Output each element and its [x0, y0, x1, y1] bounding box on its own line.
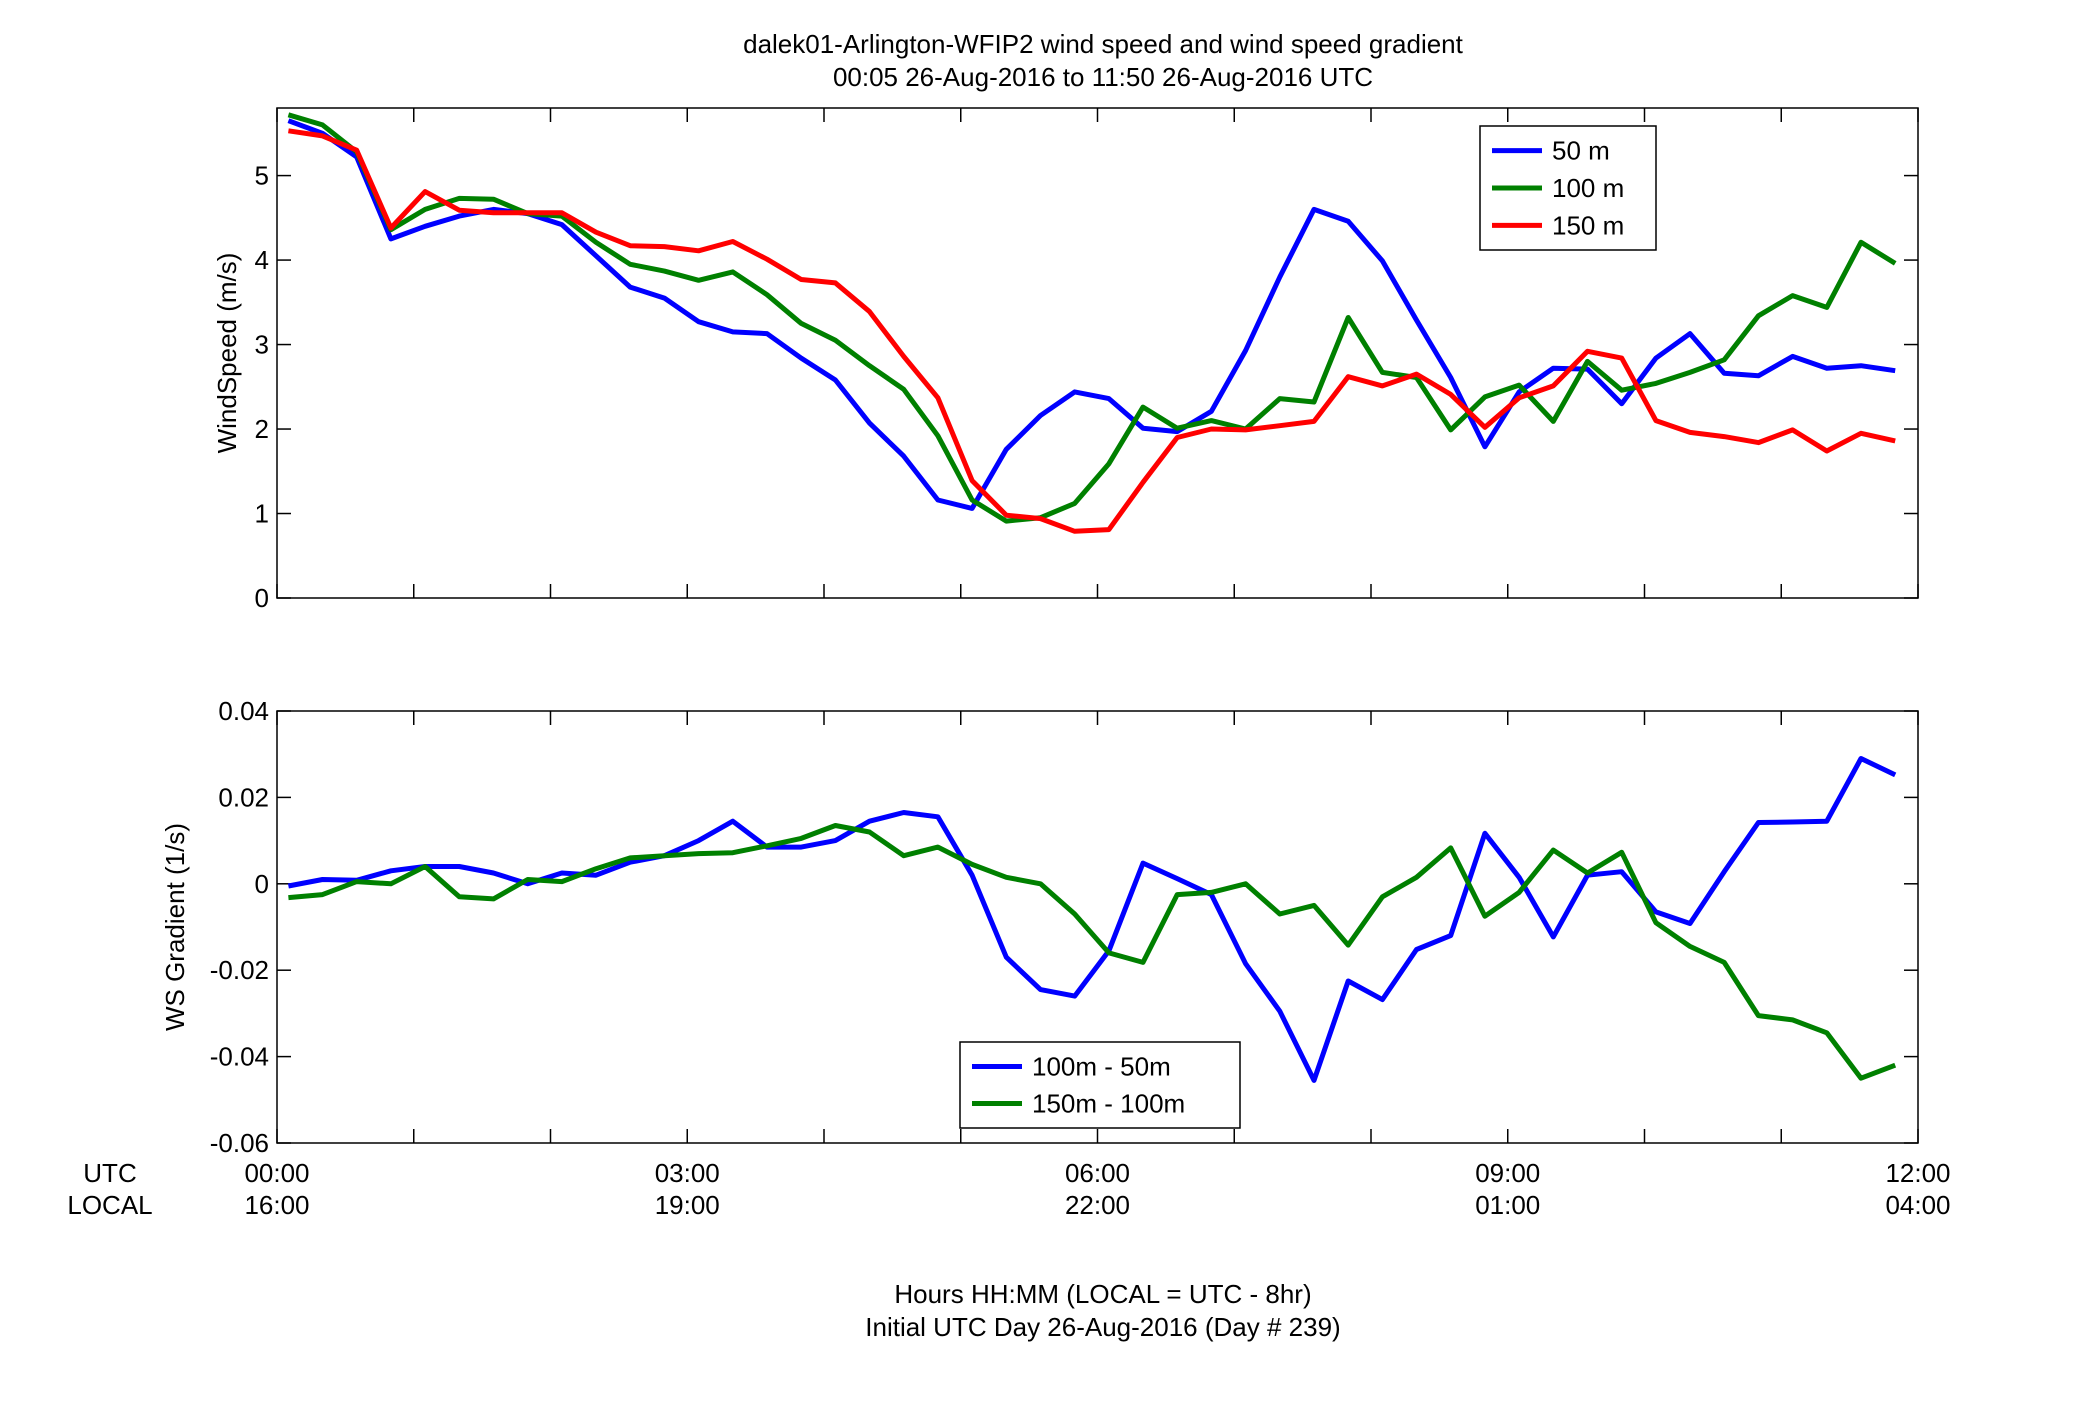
chart-title-line1: dalek01-Arlington-WFIP2 wind speed and w… [743, 29, 1464, 59]
x-tick-label-utc: 06:00 [1065, 1158, 1130, 1188]
y-tick-label: 1 [255, 499, 269, 529]
chart-title-line2: 00:05 26-Aug-2016 to 11:50 26-Aug-2016 U… [833, 62, 1373, 92]
y-tick-label: 3 [255, 330, 269, 360]
legend: 50 m 100 m 150 m [1479, 125, 1657, 251]
series-line-50-m [287, 118, 1896, 511]
utc-row-label: UTC [83, 1158, 136, 1188]
x-tick-label-local: 04:00 [1885, 1190, 1950, 1220]
windspeed-panel: 0 1 2 3 4 5 WindSpeed (m/s) 50 m 100 m 150 m [212, 107, 1919, 613]
y-tick-label: -0.02 [210, 955, 269, 985]
y-tick-label: -0.04 [210, 1042, 269, 1072]
x-tick-label-utc: 03:00 [655, 1158, 720, 1188]
series-line-100-m [287, 112, 1897, 524]
y-tick-label: 0.02 [218, 782, 269, 812]
y-tick-label: 0.04 [218, 696, 269, 726]
y-tick-label: 2 [255, 414, 269, 444]
ws-gradient-panel: -0.06 -0.04 -0.02 0 0.02 0.04 WS Gradient (1/s… [160, 696, 1919, 1158]
legend-entry: 100m - 50m [1032, 1052, 1171, 1082]
series-line-100m-50m [287, 756, 1897, 1083]
series-line-150m-100m [288, 823, 1897, 1081]
x-tick-label-utc: 09:00 [1475, 1158, 1540, 1188]
y-tick-label: 0 [255, 869, 269, 899]
x-tick-label-local: 16:00 [244, 1190, 309, 1220]
y-tick-label: -0.06 [210, 1128, 269, 1158]
y-tick-label: 4 [255, 245, 269, 275]
x-axis-label-line2: Initial UTC Day 26-Aug-2016 (Day # 239) [865, 1312, 1340, 1342]
y-axis-label: WS Gradient (1/s) [160, 823, 190, 1031]
legend-entry: 50 m [1552, 136, 1610, 166]
legend-entry: 100 m [1552, 173, 1624, 203]
legend: 100m - 50m 150m - 100m [959, 1041, 1241, 1129]
y-tick-label: 5 [255, 161, 269, 191]
x-tick-label-utc: 12:00 [1885, 1158, 1950, 1188]
legend-entry: 150m - 100m [1032, 1089, 1185, 1119]
legend-box [959, 1041, 1241, 1129]
x-tick-label-local: 19:00 [655, 1190, 720, 1220]
y-axis-label: WindSpeed (m/s) [212, 253, 242, 454]
series-line-150-m [288, 128, 1896, 534]
x-tick-label-utc: 00:00 [244, 1158, 309, 1188]
legend-entry: 150 m [1552, 210, 1624, 240]
x-axis-label-line1: Hours HH:MM (LOCAL = UTC - 8hr) [894, 1279, 1311, 1309]
local-row-label: LOCAL [67, 1190, 152, 1220]
x-tick-label-local: 22:00 [1065, 1190, 1130, 1220]
y-tick-label: 0 [255, 583, 269, 613]
x-tick-label-local: 01:00 [1475, 1190, 1540, 1220]
